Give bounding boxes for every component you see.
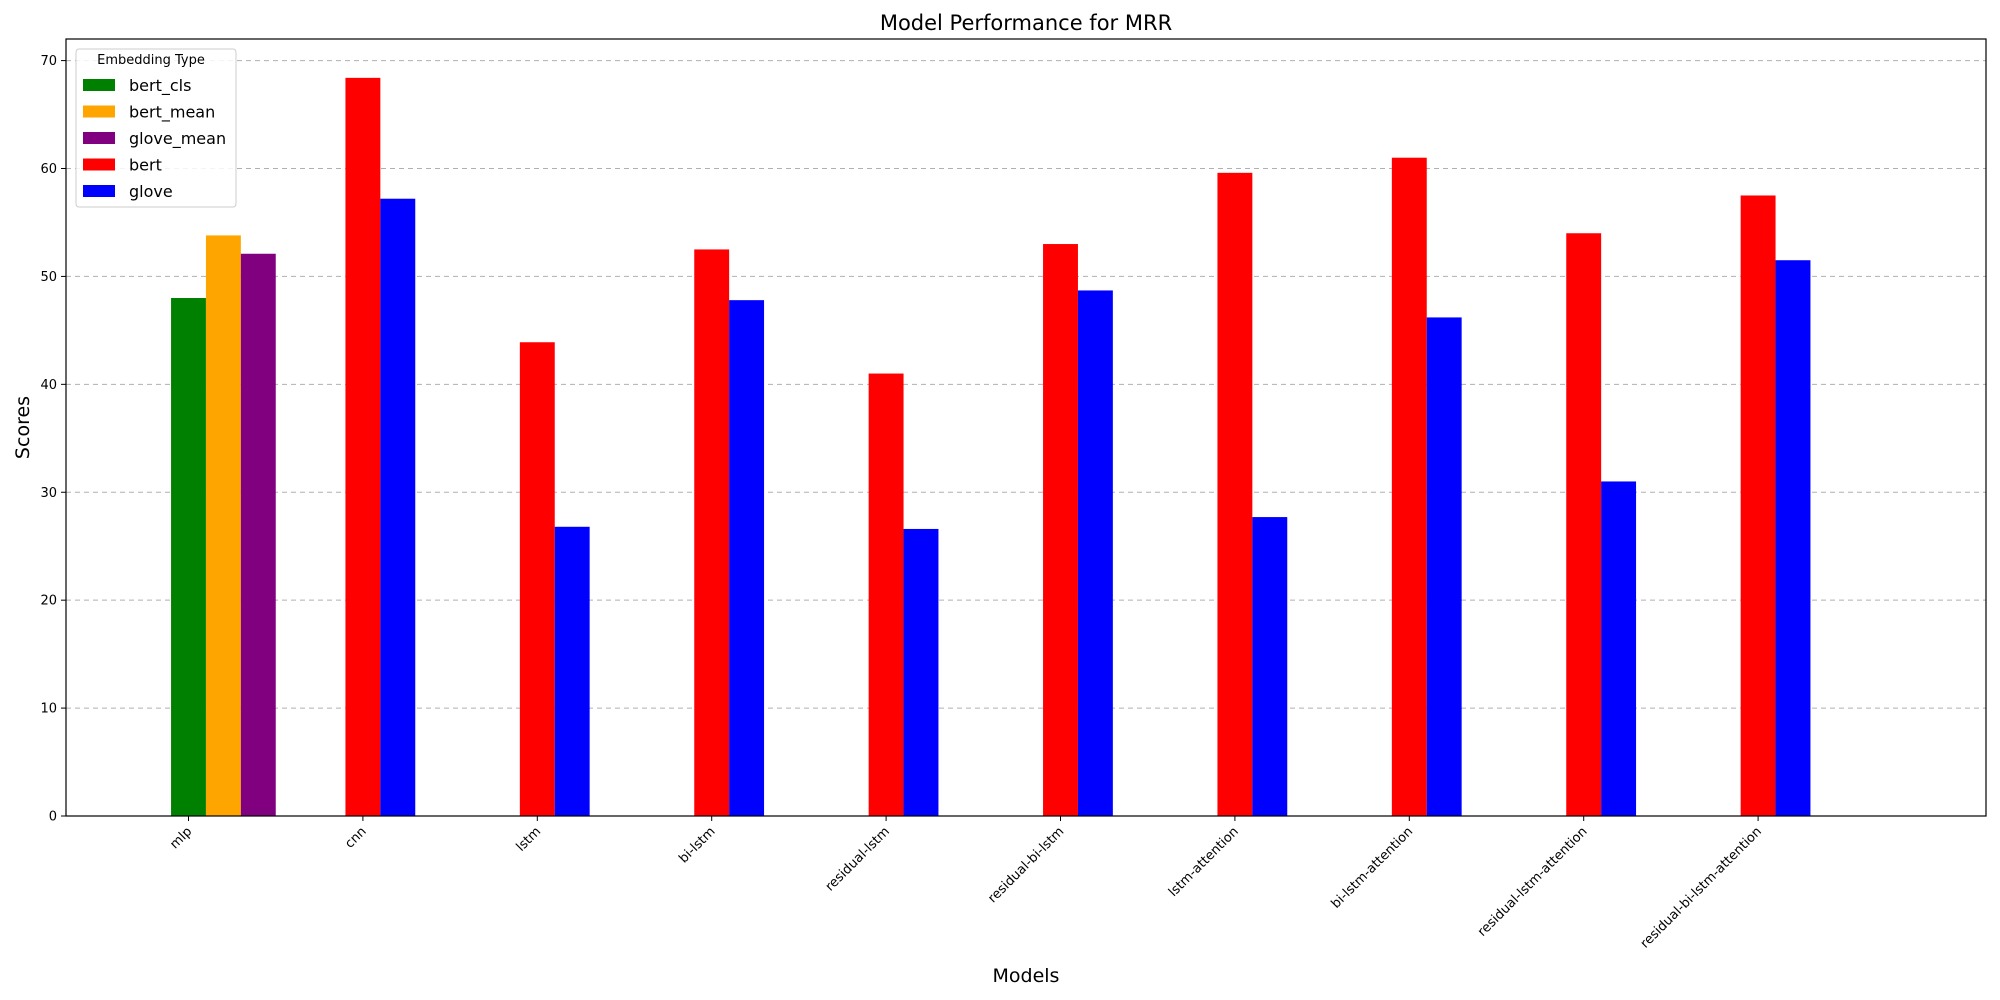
bar-glove [1601,481,1637,816]
legend-title: Embedding Type [97,53,205,68]
x-tick-label: lstm-attention [1166,824,1242,900]
bar-bert [1566,233,1602,816]
bar-bert [519,342,555,816]
bar-glove_mean [240,253,276,817]
legend: Embedding Type bert_cls bert_mean glove_me… [75,48,237,208]
x-tick-label: bi-lstm-attention [1329,824,1416,911]
bar-bert [868,373,904,816]
x-tick-label: lstm [514,824,545,855]
legend-swatch-bert_cls [83,79,115,91]
legend-swatch-glove [83,185,115,197]
y-axis-title: Scores [12,396,34,459]
bar-bert [694,249,730,816]
x-tick-label: cnn [342,824,369,851]
chart-title: Model Performance for MRR [880,11,1172,35]
bar-glove [1775,260,1811,817]
bar-bert [1391,157,1427,817]
bar-glove [380,198,416,816]
y-tick-label: 30 [40,486,57,501]
plot-frame [65,38,1987,817]
bar-bert [1740,195,1776,816]
legend-swatch-bert [83,158,115,171]
x-tick-label: mlp [167,824,195,852]
bar-glove [554,526,590,816]
legend-label-bert_mean: bert_mean [129,103,215,123]
bar-glove [1252,517,1288,816]
legend-label-bert: bert [129,156,162,175]
y-tick-label: 70 [40,54,57,69]
bar-bert_cls [171,298,206,816]
x-axis-title: Models [993,965,1060,987]
bar-glove [1426,317,1462,816]
y-tick-label: 40 [40,378,57,393]
y-tick-label: 60 [40,162,57,177]
x-tick-label: bi-lstm [676,824,718,866]
x-tick-label: residual-bi-lstm [985,824,1067,906]
bar-bert [1217,172,1253,817]
legend-swatch-glove_mean [83,132,115,144]
legend-label-glove: glove [129,182,173,201]
x-tick-label: residual-bi-lstm-attention [1638,824,1765,951]
bar-layer [171,77,1811,817]
bar-glove [729,300,765,816]
y-tick-label: 10 [40,702,57,717]
bar-bert_mean [205,235,241,817]
bar-glove [1077,290,1113,817]
legend-swatch-bert_mean [83,105,115,118]
legend-box [75,48,237,208]
y-tick-label: 20 [40,594,57,609]
bar-bert [1043,244,1078,816]
x-tick-label: residual-lstm-attention [1475,824,1591,940]
bar-glove [903,528,939,816]
x-tick-label: residual-lstm [823,824,893,894]
y-tick-label: 0 [49,810,57,825]
y-tick-label: 50 [40,270,57,285]
legend-label-glove_mean: glove_mean [129,129,226,149]
legend-label-bert_cls: bert_cls [129,76,191,96]
bar-bert [345,77,381,817]
